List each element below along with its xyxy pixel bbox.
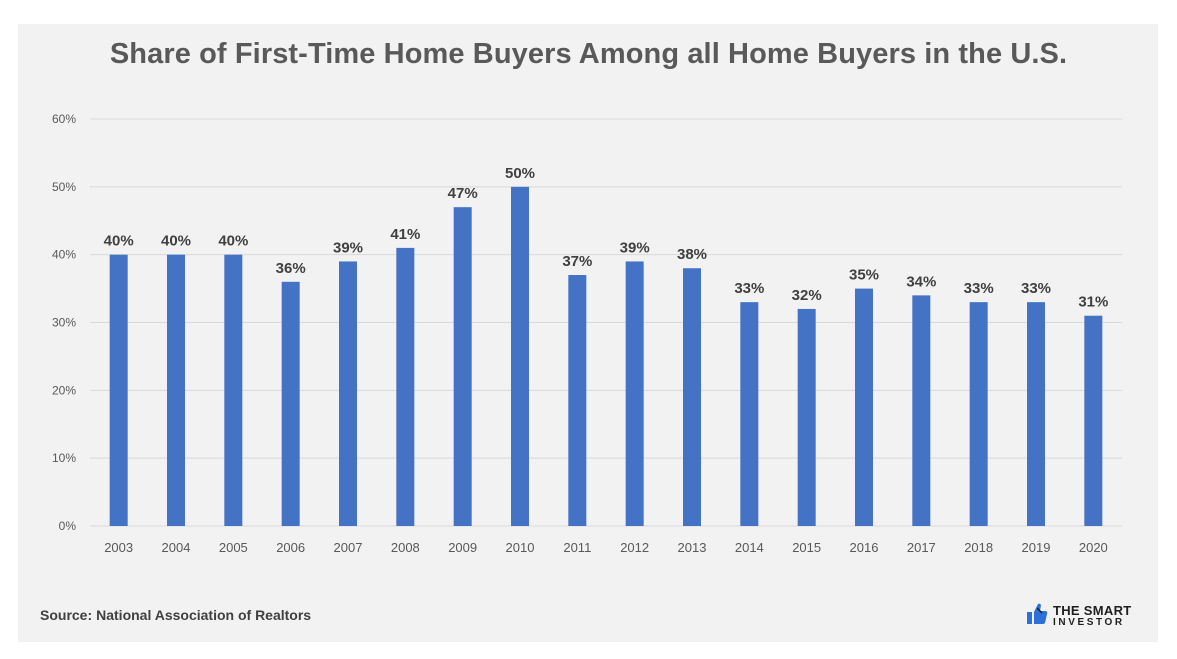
bar [511, 186, 529, 527]
bar [1084, 315, 1103, 526]
chart-panel [18, 24, 1158, 642]
data-label: 50% [505, 165, 535, 182]
data-label: 33% [1021, 280, 1051, 297]
x-tick-label: 2007 [334, 540, 363, 555]
data-labels: 40% 40% 40% 36% 39% 41% 47% 50% 37% 39% 38% 33% 32% 3… [104, 165, 1109, 311]
data-label: 38% [677, 246, 707, 263]
data-label: 37% [562, 253, 592, 270]
y-tick-label: 40% [52, 248, 76, 262]
data-label: 39% [620, 239, 650, 256]
data-label: 40% [104, 233, 134, 250]
data-label: 40% [161, 233, 191, 250]
data-label: 47% [448, 185, 478, 202]
data-label: 33% [734, 280, 764, 297]
brand-name: THE SMART [1053, 603, 1132, 618]
x-tick-label: 2004 [162, 540, 191, 555]
brand-logo[interactable]: THE SMART INVESTOR [1026, 602, 1132, 630]
y-tick-label: 30% [52, 316, 76, 330]
x-tick-label: 2012 [620, 540, 649, 555]
y-tick-label: 10% [52, 451, 76, 465]
bar [224, 254, 243, 526]
x-tick-label: 2018 [964, 540, 993, 555]
data-label: 40% [218, 233, 248, 250]
bar [568, 275, 587, 526]
source-text: National Association of Realtors [96, 607, 312, 623]
data-label: 36% [276, 260, 306, 277]
x-tick-label: 2013 [678, 540, 707, 555]
bar [396, 247, 415, 526]
source-label: Source: [40, 607, 93, 623]
bar [281, 281, 300, 526]
source-note: Source: National Association of Realtors [40, 607, 311, 623]
x-tick-label: 2015 [792, 540, 821, 555]
data-label: 34% [906, 273, 936, 290]
x-tick-label: 2011 [563, 540, 591, 555]
data-label: 35% [849, 267, 879, 284]
bar [740, 302, 759, 526]
bar [339, 261, 357, 526]
x-tick-label: 2016 [850, 540, 879, 555]
x-tick-label: 2006 [276, 540, 305, 555]
bars [109, 186, 1103, 527]
x-tick-label: 2003 [104, 540, 133, 555]
x-tick-label: 2010 [506, 540, 535, 555]
x-tick-label: 2014 [735, 540, 764, 555]
bar [683, 268, 701, 526]
bar [1027, 302, 1045, 526]
chart-title: Share of First-Time Home Buyers Among al… [109, 38, 1068, 70]
y-axis-ticks: 0% 10% 20% 30% 40% 50% 60% [52, 112, 76, 533]
x-tick-label: 2009 [448, 540, 477, 555]
y-tick-label: 50% [52, 180, 76, 194]
x-tick-label: 2008 [391, 540, 420, 555]
bar [797, 308, 816, 526]
bar [855, 288, 873, 526]
y-tick-label: 20% [52, 383, 76, 397]
bar [109, 254, 128, 526]
x-tick-label: 2005 [219, 540, 248, 555]
x-axis-ticks: 2003 2004 2005 2006 2007 2008 2009 2010 2011 2012… [104, 540, 1108, 555]
bar [969, 302, 988, 526]
gridlines [90, 118, 1122, 527]
data-label: 33% [964, 280, 994, 297]
bar [453, 207, 472, 526]
x-tick-label: 2020 [1079, 540, 1108, 555]
x-tick-label: 2019 [1022, 540, 1051, 555]
data-label: 32% [792, 287, 822, 304]
data-label: 39% [333, 239, 363, 256]
bar [167, 254, 185, 526]
data-label: 31% [1078, 294, 1108, 311]
thumbs-up-icon [1026, 602, 1048, 631]
bar [625, 261, 644, 526]
y-tick-label: 60% [52, 112, 76, 126]
x-tick-label: 2017 [907, 540, 936, 555]
y-tick-label: 0% [59, 519, 77, 533]
brand-subname: INVESTOR [1053, 617, 1125, 628]
data-label: 41% [390, 226, 420, 243]
bar [912, 295, 931, 526]
